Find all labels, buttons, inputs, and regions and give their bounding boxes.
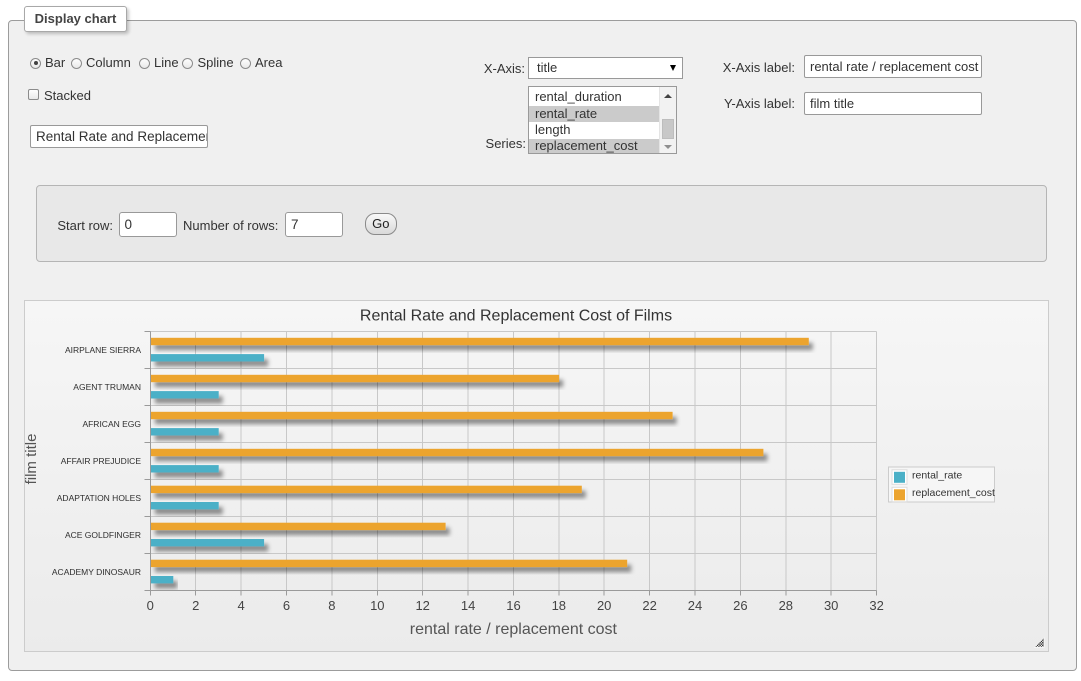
- svg-text:26: 26: [733, 598, 747, 613]
- svg-text:film title: film title: [24, 434, 40, 485]
- svg-text:rental_rate: rental_rate: [912, 470, 962, 482]
- svg-text:0: 0: [147, 598, 154, 613]
- svg-text:Rental Rate and Replacement Co: Rental Rate and Replacement Cost of Film…: [360, 308, 672, 325]
- svg-text:12: 12: [415, 598, 429, 613]
- svg-text:rental rate / replacement cost: rental rate / replacement cost: [410, 621, 618, 638]
- svg-text:8: 8: [328, 598, 335, 613]
- svg-text:ADAPTATION HOLES: ADAPTATION HOLES: [57, 493, 142, 503]
- svg-text:2: 2: [192, 598, 199, 613]
- svg-text:28: 28: [779, 598, 793, 613]
- svg-text:ACADEMY DINOSAUR: ACADEMY DINOSAUR: [52, 567, 141, 577]
- svg-text:16: 16: [506, 598, 520, 613]
- svg-text:replacement_cost: replacement_cost: [912, 487, 995, 499]
- svg-text:AFFAIR PREJUDICE: AFFAIR PREJUDICE: [61, 456, 142, 466]
- svg-text:10: 10: [370, 598, 384, 613]
- svg-text:4: 4: [237, 598, 244, 613]
- svg-text:24: 24: [688, 598, 702, 613]
- svg-text:AIRPLANE SIERRA: AIRPLANE SIERRA: [65, 345, 141, 355]
- svg-text:20: 20: [597, 598, 611, 613]
- svg-text:14: 14: [461, 598, 475, 613]
- svg-text:18: 18: [552, 598, 566, 613]
- svg-text:AGENT TRUMAN: AGENT TRUMAN: [73, 382, 141, 392]
- svg-text:6: 6: [283, 598, 290, 613]
- svg-text:32: 32: [869, 598, 883, 613]
- svg-text:AFRICAN EGG: AFRICAN EGG: [82, 419, 141, 429]
- svg-text:22: 22: [642, 598, 656, 613]
- svg-text:ACE GOLDFINGER: ACE GOLDFINGER: [65, 530, 141, 540]
- svg-text:30: 30: [824, 598, 838, 613]
